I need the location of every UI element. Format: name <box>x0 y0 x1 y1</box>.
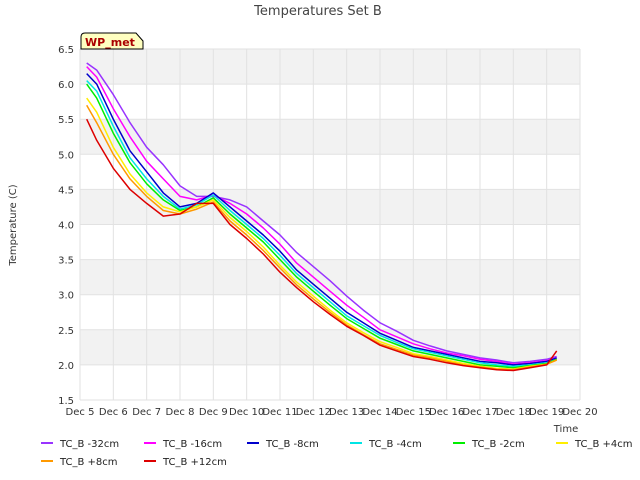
series-layer <box>86 62 558 372</box>
station-badge-label: WP_met <box>85 36 135 49</box>
x-tick-label: Dec 16 <box>429 407 464 418</box>
x-tick-label: Dec 13 <box>329 407 364 418</box>
x-tick-label: Dec 18 <box>496 407 531 418</box>
plot-band <box>80 84 580 120</box>
station-badge: WP_met <box>80 32 144 50</box>
legend-label: TC_B -16cm <box>162 439 222 450</box>
x-tick-label: Dec 7 <box>132 407 161 418</box>
legend-label: TC_B +4cm <box>574 439 633 450</box>
y-tick-label: 3.5 <box>58 256 74 267</box>
legend-label: TC_B -8cm <box>265 439 319 450</box>
legend-label: TC_B -32cm <box>59 439 119 450</box>
plot-band <box>80 259 580 295</box>
legend-label: TC_B +12cm <box>162 457 227 468</box>
x-tick-label: Dec 14 <box>362 407 397 418</box>
series-line <box>86 62 557 364</box>
plot-bands <box>80 49 580 400</box>
x-tick-label: Dec 5 <box>66 407 95 418</box>
x-tick-label: Dec 11 <box>262 407 297 418</box>
plot-band <box>80 364 580 400</box>
y-tick-label: 4.5 <box>58 185 74 196</box>
legend-label: TC_B -2cm <box>471 439 525 450</box>
y-tick-label: 6.5 <box>58 45 74 56</box>
y-tick-label: 2.5 <box>58 326 74 337</box>
series-line <box>86 118 558 372</box>
y-tick-label: 4.0 <box>58 221 74 232</box>
x-tick-label: Dec 17 <box>462 407 497 418</box>
x-tick-label: Dec 15 <box>396 407 431 418</box>
x-tick-label: Dec 10 <box>229 407 264 418</box>
x-axis-label: Time <box>553 424 578 435</box>
legend: TC_B -32cm TC_B -16cm TC_B -8cm TC_B -4cm TC… <box>41 439 633 468</box>
y-tick-label: 6.0 <box>58 80 74 91</box>
plot-band <box>80 154 580 190</box>
x-tick-label: Dec 20 <box>562 407 597 418</box>
x-tick-label: Dec 12 <box>296 407 331 418</box>
plot-band <box>80 119 580 155</box>
series-line <box>86 73 557 366</box>
legend-label: TC_B -4cm <box>368 439 422 450</box>
grid <box>79 48 581 401</box>
y-tick-label: 3.0 <box>58 291 74 302</box>
series-line <box>86 80 557 368</box>
legend-label: TC_B +8cm <box>59 457 118 468</box>
plot-band <box>80 49 580 85</box>
series-line <box>86 83 557 369</box>
y-axis-label: Temperature (C) <box>8 184 19 266</box>
y-tick-label: 5.0 <box>58 150 74 161</box>
y-tick-label: 1.5 <box>58 396 74 407</box>
x-tick-label: Dec 9 <box>199 407 228 418</box>
y-axis-ticks: 1.5 2.0 2.5 3.0 3.5 4.0 4.5 5.0 5.5 6.0 6.5 <box>58 45 74 407</box>
plot-band <box>80 329 580 365</box>
y-tick-label: 5.5 <box>58 115 74 126</box>
series-line <box>86 66 557 365</box>
x-tick-label: Dec 6 <box>99 407 128 418</box>
chart-title: Temperatures Set B <box>253 4 382 19</box>
plot-band <box>80 224 580 260</box>
x-tick-label: Dec 8 <box>166 407 195 418</box>
y-tick-label: 2.0 <box>58 361 74 372</box>
plot-band <box>80 189 580 225</box>
x-tick-label: Dec 19 <box>529 407 564 418</box>
